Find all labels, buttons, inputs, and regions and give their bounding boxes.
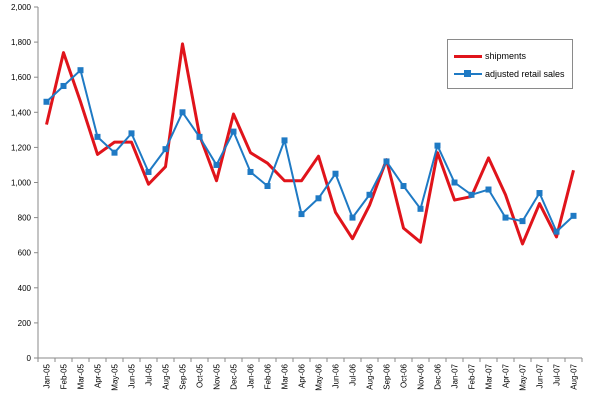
data-point-adjusted-retail-sales: [111, 149, 118, 156]
x-tick-label: Apr-07: [502, 363, 511, 388]
x-tick-label: Mar-05: [77, 363, 86, 389]
y-tick-label: 800: [18, 214, 32, 223]
x-tick-label: Dec-06: [434, 363, 443, 389]
x-tick-label: Aug-06: [366, 363, 375, 389]
x-tick-label: Jan-06: [247, 363, 256, 388]
y-tick-label: 1,800: [11, 38, 32, 47]
x-tick-label: Jul-05: [145, 363, 154, 385]
x-tick-label: Jun-05: [128, 363, 137, 388]
data-point-adjusted-retail-sales: [553, 228, 560, 235]
data-point-adjusted-retail-sales: [77, 67, 84, 74]
data-point-adjusted-retail-sales: [196, 133, 203, 140]
y-tick-label: 200: [18, 319, 32, 328]
x-tick-label: Dec-05: [230, 363, 239, 389]
legend-item-shipments: shipments: [454, 49, 526, 63]
x-tick-label: Oct-05: [196, 363, 205, 388]
data-point-adjusted-retail-sales: [570, 212, 577, 219]
data-point-adjusted-retail-sales: [485, 186, 492, 193]
data-point-adjusted-retail-sales: [264, 183, 271, 190]
y-tick-label: 2,000: [11, 3, 32, 12]
y-tick-label: 1,600: [11, 73, 32, 82]
x-tick-label: Sep-05: [179, 363, 188, 389]
x-tick-label: Nov-05: [213, 363, 222, 389]
x-tick-label: Jan-05: [43, 363, 52, 388]
x-tick-label: Jun-07: [536, 363, 545, 388]
data-point-adjusted-retail-sales: [519, 218, 526, 225]
x-tick-label: Mar-06: [281, 363, 290, 389]
x-tick-label: Feb-06: [264, 363, 273, 389]
data-point-adjusted-retail-sales: [298, 211, 305, 218]
legend-item-adjusted-retail-sales: adjusted retail sales: [454, 67, 565, 81]
legend-marker-square-icon: [464, 70, 471, 77]
data-point-adjusted-retail-sales: [247, 168, 254, 175]
series-line-adjusted-retail-sales: [45, 69, 575, 233]
y-tick-label: 400: [18, 284, 32, 293]
data-point-adjusted-retail-sales: [400, 183, 407, 190]
x-tick-label: Jun-06: [332, 363, 341, 388]
x-tick-label: Apr-06: [298, 363, 307, 388]
x-tick-label: May-07: [519, 363, 528, 390]
x-axis: Jan-05 Feb-05 Mar-05 Apr-05 May-05 Jun-05 Jul-…: [37, 357, 583, 391]
data-point-adjusted-retail-sales: [468, 191, 475, 198]
data-point-adjusted-retail-sales: [502, 214, 509, 221]
legend-swatch-adjusted-retail-sales: [454, 67, 482, 81]
data-point-adjusted-retail-sales: [162, 146, 169, 153]
data-point-adjusted-retail-sales: [128, 130, 135, 137]
data-point-adjusted-retail-sales: [417, 205, 424, 212]
x-tick-label: May-05: [111, 363, 120, 390]
x-tick-label: May-06: [315, 363, 324, 390]
y-axis: 0 200 400 600 800 1,000 1,200 1,400 1,600 1,800 2,…: [11, 3, 39, 363]
data-point-adjusted-retail-sales: [60, 82, 67, 89]
x-tick-label: Sep-06: [383, 363, 392, 389]
data-point-adjusted-retail-sales: [434, 142, 441, 149]
x-tick-label: Jul-06: [349, 363, 358, 385]
data-point-adjusted-retail-sales: [349, 214, 356, 221]
data-point-adjusted-retail-sales: [451, 179, 458, 186]
data-point-adjusted-retail-sales: [179, 109, 186, 116]
series-layer: [43, 42, 577, 246]
x-tick-label: Apr-05: [94, 363, 103, 388]
series-line-shipments: [45, 42, 575, 246]
y-tick-label: 1,400: [11, 108, 32, 117]
x-tick-label: Feb-05: [60, 363, 69, 389]
x-tick-label: Aug-07: [570, 363, 579, 389]
data-point-adjusted-retail-sales: [43, 98, 50, 105]
data-point-adjusted-retail-sales: [536, 190, 543, 197]
data-point-adjusted-retail-sales: [383, 158, 390, 165]
y-tick-label: 600: [18, 249, 32, 258]
x-tick-label: Nov-06: [417, 363, 426, 389]
x-tick-label: Mar-07: [485, 363, 494, 389]
data-point-adjusted-retail-sales: [332, 170, 339, 177]
data-point-adjusted-retail-sales: [94, 133, 101, 140]
x-tick-label: Jan-07: [451, 363, 460, 388]
legend-label-adjusted-retail-sales: adjusted retail sales: [485, 69, 565, 79]
data-point-adjusted-retail-sales: [315, 195, 322, 202]
legend-swatch-shipments: [454, 49, 482, 63]
data-point-adjusted-retail-sales: [145, 168, 152, 175]
data-point-adjusted-retail-sales: [281, 137, 288, 144]
x-tick-label: Feb-07: [468, 363, 477, 389]
x-tick-label: Jul-07: [553, 363, 562, 385]
y-tick-label: 0: [27, 354, 32, 363]
legend-label-shipments: shipments: [485, 51, 527, 61]
legend: shipments adjusted retail sales: [447, 39, 573, 89]
data-point-adjusted-retail-sales: [213, 161, 220, 168]
x-tick-label: Oct-06: [400, 363, 409, 388]
y-tick-label: 1,000: [11, 179, 32, 188]
legend-line-shipments: [454, 55, 482, 58]
data-point-adjusted-retail-sales: [230, 128, 237, 135]
y-tick-label: 1,200: [11, 143, 32, 152]
x-tick-label: Aug-05: [162, 363, 171, 389]
data-point-adjusted-retail-sales: [366, 191, 373, 198]
